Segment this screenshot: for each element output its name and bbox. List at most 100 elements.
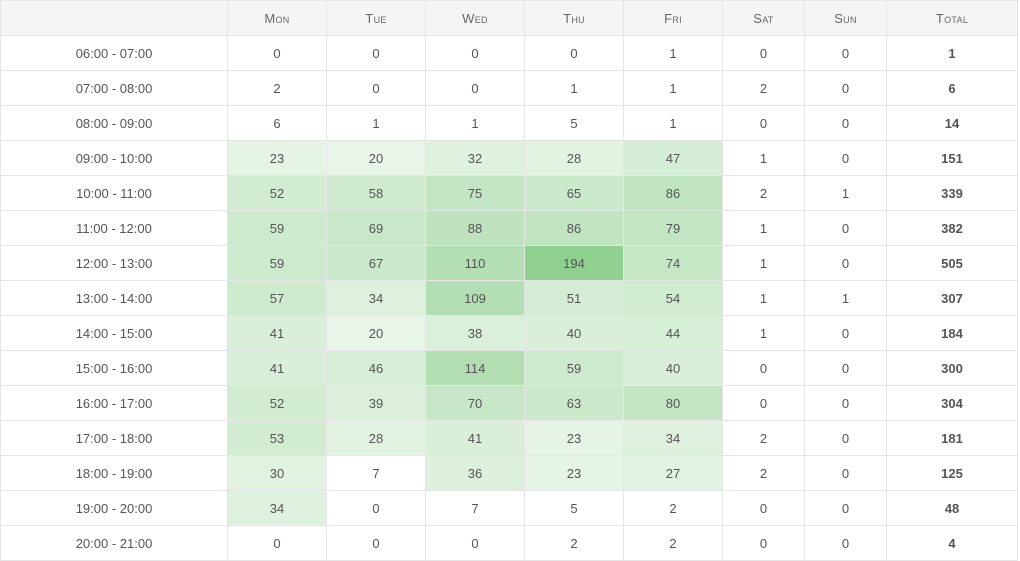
cell-thu: 23 — [524, 455, 624, 491]
cell-total: 181 — [886, 420, 1018, 456]
cell-wed: 38 — [425, 315, 525, 351]
cell-wed: 0 — [425, 525, 525, 561]
cell-mon: 41 — [227, 350, 327, 386]
cell-total: 382 — [886, 210, 1018, 246]
header-wed[interactable]: Wed — [425, 0, 525, 36]
cell-total: 14 — [886, 105, 1018, 141]
cell-total: 125 — [886, 455, 1018, 491]
cell-sat: 0 — [722, 350, 805, 386]
table-row: 11:00 - 12:00 59 69 88 86 79 1 0 382 — [0, 210, 1018, 246]
row-time-range: 10:00 - 11:00 — [0, 175, 228, 211]
cell-wed: 114 — [425, 350, 525, 386]
header-sat[interactable]: Sat — [722, 0, 805, 36]
cell-fri: 79 — [623, 210, 723, 246]
cell-sat: 2 — [722, 455, 805, 491]
table-row: 19:00 - 20:00 34 0 7 5 2 0 0 48 — [0, 490, 1018, 526]
cell-fri: 86 — [623, 175, 723, 211]
cell-total: 505 — [886, 245, 1018, 281]
cell-wed: 0 — [425, 35, 525, 71]
cell-mon: 52 — [227, 175, 327, 211]
cell-tue: 46 — [326, 350, 426, 386]
cell-sat: 1 — [722, 210, 805, 246]
cell-sat: 0 — [722, 525, 805, 561]
table-row: 18:00 - 19:00 30 7 36 23 27 2 0 125 — [0, 455, 1018, 491]
cell-sat: 1 — [722, 140, 805, 176]
header-fri[interactable]: Fri — [623, 0, 723, 36]
cell-mon: 59 — [227, 245, 327, 281]
table-row: 14:00 - 15:00 41 20 38 40 44 1 0 184 — [0, 315, 1018, 351]
cell-tue: 58 — [326, 175, 426, 211]
cell-total: 6 — [886, 70, 1018, 106]
cell-total: 300 — [886, 350, 1018, 386]
cell-thu: 51 — [524, 280, 624, 316]
cell-sat: 2 — [722, 420, 805, 456]
row-time-range: 18:00 - 19:00 — [0, 455, 228, 491]
header-row: Mon Tue Wed Thu Fri Sat Sun Total — [0, 0, 1018, 36]
cell-fri: 1 — [623, 35, 723, 71]
cell-wed: 109 — [425, 280, 525, 316]
cell-mon: 34 — [227, 490, 327, 526]
header-sun[interactable]: Sun — [804, 0, 887, 36]
cell-sun: 0 — [804, 350, 887, 386]
row-time-range: 15:00 - 16:00 — [0, 350, 228, 386]
table-body: 06:00 - 07:00 0 0 0 0 1 0 0 1 07:00 - 08:00 2 0 0 1 1 2… — [0, 35, 1018, 561]
table-row: 08:00 - 09:00 6 1 1 5 1 0 0 14 — [0, 105, 1018, 141]
cell-fri: 80 — [623, 385, 723, 421]
cell-thu: 2 — [524, 525, 624, 561]
row-time-range: 12:00 - 13:00 — [0, 245, 228, 281]
cell-wed: 36 — [425, 455, 525, 491]
cell-sun: 0 — [804, 385, 887, 421]
cell-thu: 86 — [524, 210, 624, 246]
header-corner — [0, 0, 228, 36]
cell-thu: 5 — [524, 490, 624, 526]
cell-tue: 0 — [326, 525, 426, 561]
table-row: 07:00 - 08:00 2 0 0 1 1 2 0 6 — [0, 70, 1018, 106]
cell-thu: 0 — [524, 35, 624, 71]
cell-tue: 39 — [326, 385, 426, 421]
cell-wed: 70 — [425, 385, 525, 421]
cell-sun: 0 — [804, 70, 887, 106]
table-row: 12:00 - 13:00 59 67 110 194 74 1 0 505 — [0, 245, 1018, 281]
cell-fri: 74 — [623, 245, 723, 281]
cell-sun: 0 — [804, 140, 887, 176]
row-time-range: 11:00 - 12:00 — [0, 210, 228, 246]
header-total[interactable]: Total — [886, 0, 1018, 36]
table-row: 13:00 - 14:00 57 34 109 51 54 1 1 307 — [0, 280, 1018, 316]
header-thu[interactable]: Thu — [524, 0, 624, 36]
cell-total: 304 — [886, 385, 1018, 421]
cell-sat: 0 — [722, 490, 805, 526]
cell-sat: 2 — [722, 175, 805, 211]
cell-wed: 1 — [425, 105, 525, 141]
cell-sun: 1 — [804, 280, 887, 316]
table-row: 17:00 - 18:00 53 28 41 23 34 2 0 181 — [0, 420, 1018, 456]
cell-wed: 32 — [425, 140, 525, 176]
cell-fri: 40 — [623, 350, 723, 386]
row-time-range: 16:00 - 17:00 — [0, 385, 228, 421]
header-tue[interactable]: Tue — [326, 0, 426, 36]
cell-thu: 63 — [524, 385, 624, 421]
cell-tue: 1 — [326, 105, 426, 141]
cell-mon: 52 — [227, 385, 327, 421]
cell-wed: 75 — [425, 175, 525, 211]
cell-tue: 28 — [326, 420, 426, 456]
cell-fri: 1 — [623, 70, 723, 106]
cell-thu: 40 — [524, 315, 624, 351]
header-mon[interactable]: Mon — [227, 0, 327, 36]
row-time-range: 14:00 - 15:00 — [0, 315, 228, 351]
cell-tue: 34 — [326, 280, 426, 316]
row-time-range: 09:00 - 10:00 — [0, 140, 228, 176]
cell-sun: 0 — [804, 490, 887, 526]
cell-fri: 47 — [623, 140, 723, 176]
cell-thu: 23 — [524, 420, 624, 456]
cell-fri: 34 — [623, 420, 723, 456]
cell-sun: 0 — [804, 525, 887, 561]
cell-mon: 53 — [227, 420, 327, 456]
row-time-range: 20:00 - 21:00 — [0, 525, 228, 561]
table-row: 10:00 - 11:00 52 58 75 65 86 2 1 339 — [0, 175, 1018, 211]
row-time-range: 13:00 - 14:00 — [0, 280, 228, 316]
cell-sun: 0 — [804, 210, 887, 246]
cell-fri: 1 — [623, 105, 723, 141]
cell-total: 307 — [886, 280, 1018, 316]
cell-total: 339 — [886, 175, 1018, 211]
